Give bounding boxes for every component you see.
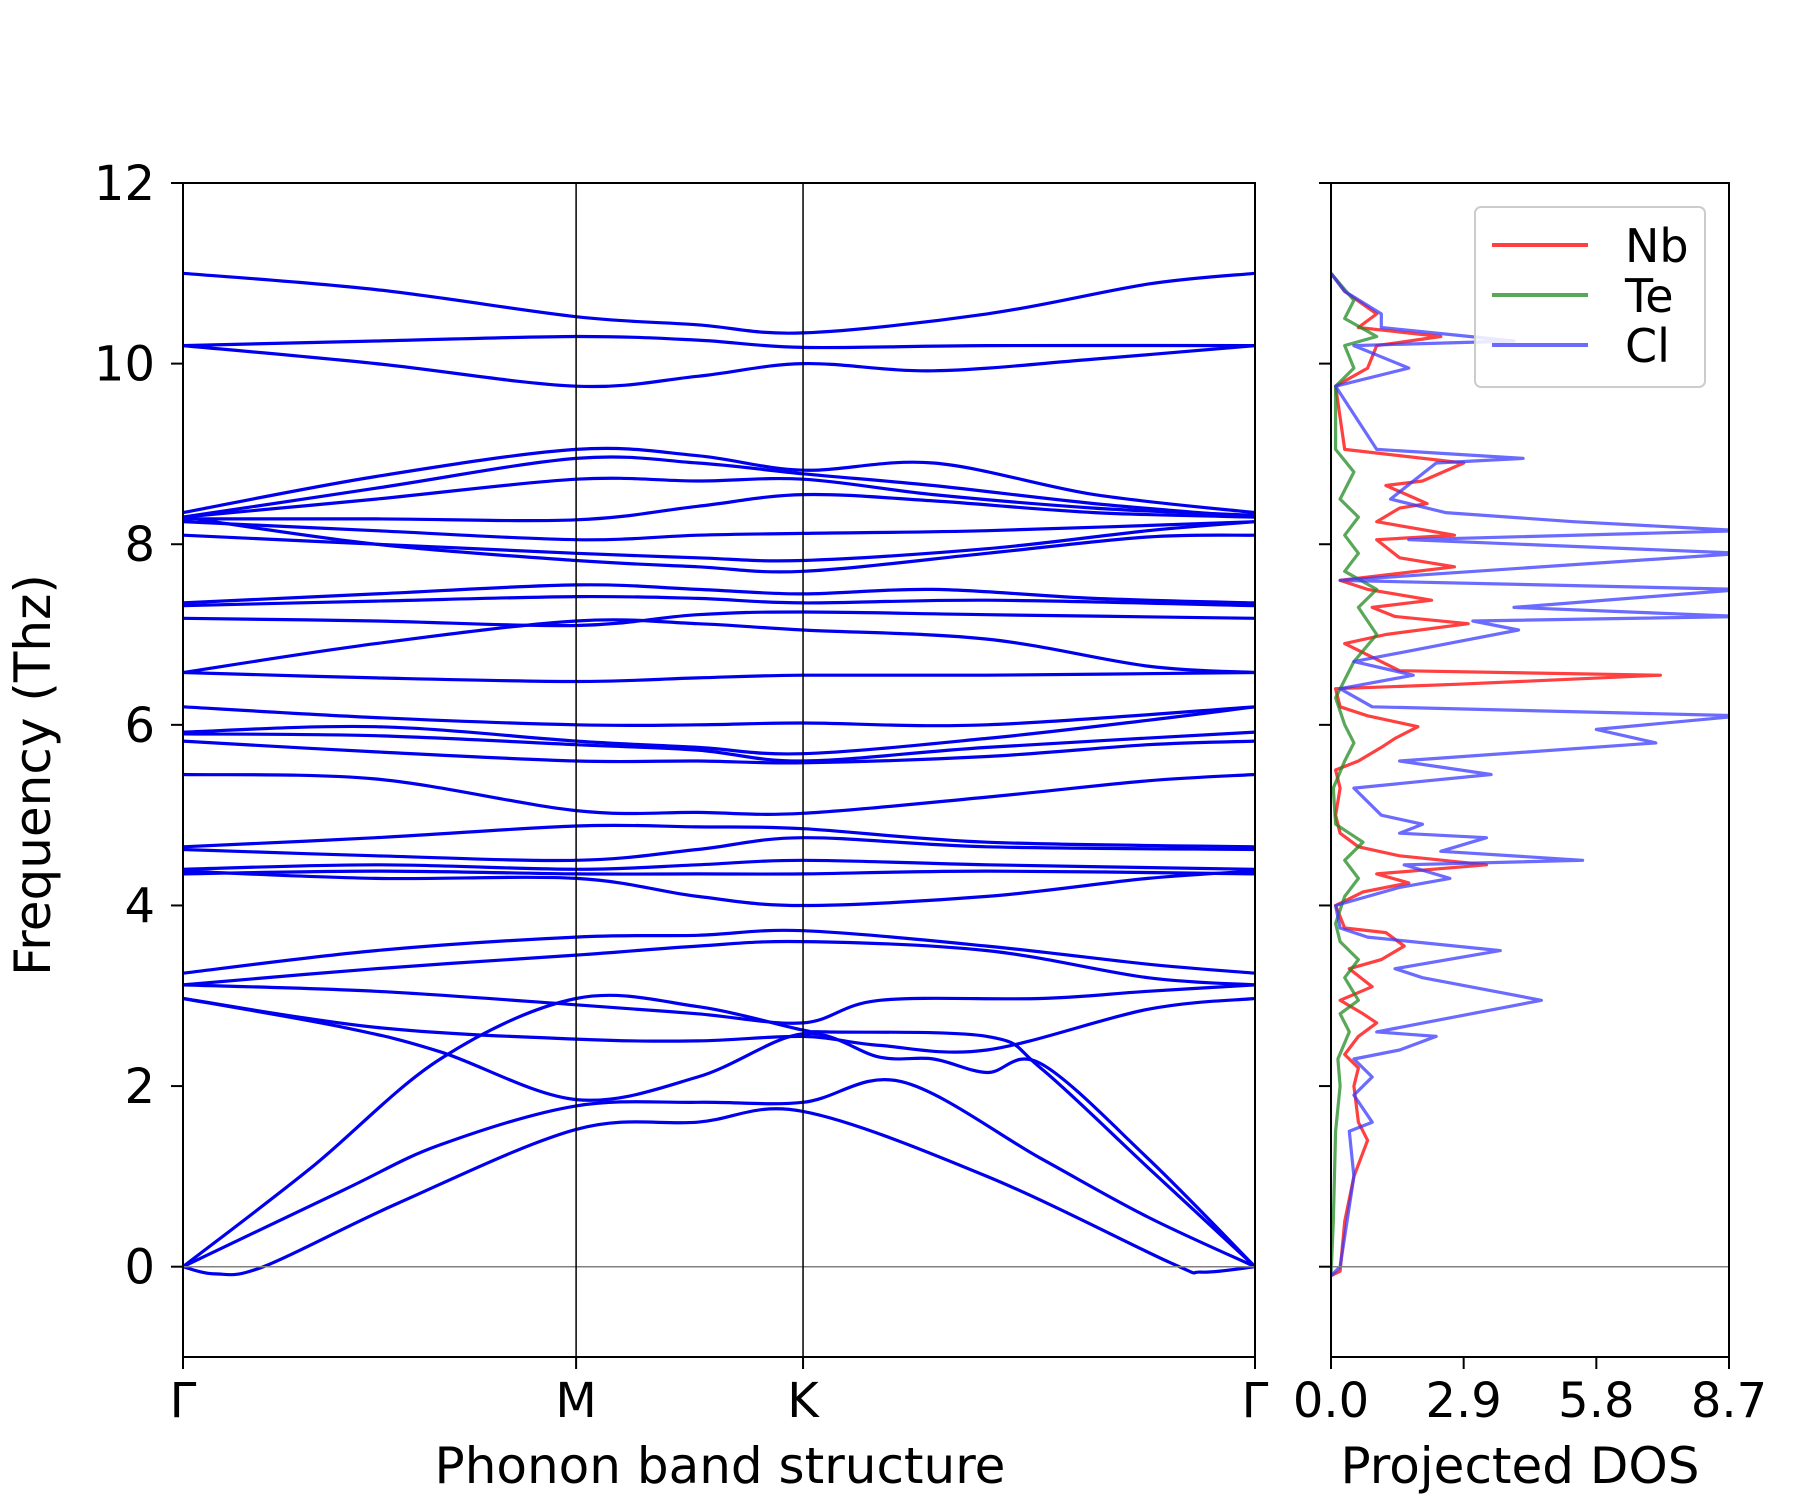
- band-line: [182, 983, 1256, 1025]
- band-line: [182, 520, 1256, 542]
- x-tick-label: K: [787, 1373, 820, 1429]
- dos-frame: [1330, 182, 1730, 1358]
- band-line: [182, 823, 1256, 849]
- band-line: [182, 610, 1256, 628]
- band-line: [182, 583, 1256, 605]
- dos-line-nb: [1331, 272, 1663, 1278]
- dos-x-tick-label: 5.8: [1558, 1373, 1634, 1429]
- dos-line-te: [1331, 272, 1379, 1276]
- y-tick-label: 10: [94, 337, 155, 393]
- x-tick-label: Γ: [170, 1373, 197, 1429]
- y-tick-label: 4: [124, 878, 155, 934]
- band-ylabel: Frequency (Thz): [4, 574, 62, 976]
- band-frame: [182, 182, 1256, 1358]
- legend-label-cl: Cl: [1625, 319, 1670, 373]
- dos-x-tick-label: 2.9: [1425, 1373, 1501, 1429]
- legend-box: [1474, 206, 1706, 388]
- dos-line-cl: [1331, 272, 1729, 1277]
- band-line: [182, 670, 1256, 684]
- band-line: [182, 344, 1256, 389]
- y-tick-label: 12: [94, 156, 155, 212]
- dos-xlabel: Projected DOS: [1340, 1437, 1699, 1495]
- band-line: [182, 996, 1256, 1054]
- band-line: [182, 730, 1256, 763]
- band-line: [182, 594, 1256, 608]
- band-line: [182, 455, 1256, 519]
- band-lines: [182, 271, 1257, 1277]
- y-tick-label: 8: [124, 517, 155, 573]
- band-line: [182, 618, 1256, 675]
- band-line: [182, 1107, 1256, 1277]
- y-tick-label: 6: [124, 698, 155, 754]
- band-line: [182, 271, 1256, 335]
- band-line: [182, 492, 1256, 523]
- band-line: [182, 772, 1256, 816]
- y-tick-label: 0: [124, 1240, 155, 1296]
- band-line: [182, 869, 1256, 876]
- band-line: [182, 515, 1256, 574]
- dos-axes: 0.0 2.9 5.8 8.7: [1293, 182, 1767, 1429]
- band-xlabel: Phonon band structure: [435, 1437, 1006, 1495]
- band-line: [182, 993, 1257, 1268]
- x-tick-label: M: [555, 1373, 596, 1429]
- legend-label-te: Te: [1624, 269, 1674, 323]
- dos-x-tick-label: 8.7: [1691, 1373, 1767, 1429]
- band-line: [182, 705, 1256, 728]
- x-tick-label: Γ: [1242, 1373, 1269, 1429]
- band-line: [182, 928, 1256, 975]
- band-line: [182, 476, 1256, 519]
- band-line: [182, 869, 1256, 908]
- band-line: [182, 858, 1256, 871]
- band-line: [182, 939, 1256, 987]
- legend-label-nb: Nb: [1625, 219, 1689, 273]
- band-structure-plot: 0 2 4 6 8 10 12 Γ M K Γ Phonon band structure Freq…: [4, 156, 1269, 1495]
- band-line: [182, 836, 1256, 863]
- dos-x-tick-label: 0.0: [1293, 1373, 1369, 1429]
- band-line: [182, 446, 1256, 515]
- band-line: [182, 705, 1256, 756]
- band-line: [182, 739, 1256, 765]
- band-line: [182, 334, 1256, 350]
- y-tick-label: 2: [124, 1059, 155, 1115]
- band-axes: 0 2 4 6 8 10 12 Γ M K Γ: [94, 156, 1269, 1429]
- band-line: [182, 1078, 1256, 1269]
- dos-lines: [1331, 272, 1729, 1278]
